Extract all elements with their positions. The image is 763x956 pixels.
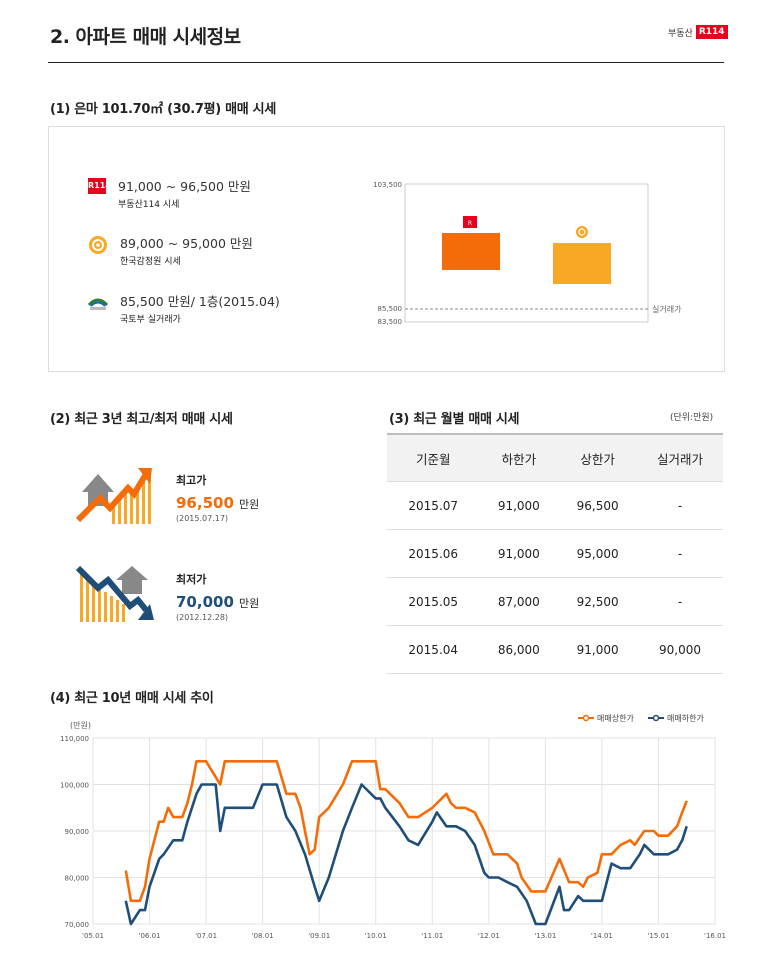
price-source: 부동산114 시세 <box>118 200 180 210</box>
source-comparison-chart: R 103,500 85,500 83,500 실거래가 <box>373 181 682 326</box>
table-cell: 91,000 <box>558 625 637 674</box>
price-item-molit: 85,500 만원/ 1층(2015.04) 국토부 실거래가 <box>88 291 280 325</box>
price-item-r114: R114 91,000 ~ 96,500 만원 부동산114 시세 <box>88 176 251 210</box>
y-top-label: 103,500 <box>373 181 402 189</box>
table-cell: 91,000 <box>479 529 559 578</box>
table-cell: 2015.04 <box>387 625 480 674</box>
y-tick-label: 110,000 <box>60 735 89 743</box>
high-price-date: (2015.07.17) <box>176 514 229 523</box>
table-cell: - <box>637 529 723 578</box>
table-cell: - <box>637 481 723 530</box>
section1-title: (1) 은마 101.70㎡ (30.7평) 매매 시세 <box>50 102 277 117</box>
y-tick-label: 80,000 <box>65 875 90 883</box>
brand-logo: 부동산 R114 <box>668 25 728 39</box>
table-cell: 86,000 <box>479 625 559 674</box>
r114-range-bar <box>442 233 500 270</box>
price-range: 89,000 ~ 95,000 만원 <box>120 236 253 251</box>
x-tick-label: '06.01 <box>139 932 161 940</box>
col-header: 하한가 <box>479 434 559 482</box>
table-cell: 92,500 <box>558 577 637 626</box>
section1-box <box>48 126 725 372</box>
table-row: 2015.06 91,000 95,000- <box>387 529 723 578</box>
legend-marker <box>652 714 660 722</box>
section4-title: (4) 최근 10년 매매 시세 추이 <box>50 691 214 706</box>
table-row: 2015.07 91,000 96,500- <box>387 481 723 530</box>
price-source: 국토부 실거래가 <box>120 315 181 325</box>
y-tick-label: 90,000 <box>65 828 90 836</box>
monthly-price-table: 기준월 하한가 상한가 실거래가 2015.07 91,000 96,500- 20… <box>387 433 723 674</box>
table-header-row: 기준월 하한가 상한가 실거래가 <box>387 434 723 482</box>
table-cell: 96,500 <box>558 481 637 530</box>
kab-range-bar <box>553 243 611 284</box>
series-line-upper <box>124 759 688 903</box>
y-tick-label: 100,000 <box>60 782 89 790</box>
y-bottom-label: 83,500 <box>378 318 403 326</box>
kab-logo-inner <box>578 228 586 236</box>
y-mid-label: 85,500 <box>378 305 403 313</box>
legend-label: 매매하한가 <box>667 713 704 723</box>
kab-logo-icon <box>89 236 107 254</box>
table-cell: 87,000 <box>479 577 559 626</box>
table-row: 2015.05 87,000 92,500- <box>387 577 723 626</box>
title-divider <box>48 62 724 63</box>
series-line-lower <box>124 783 688 926</box>
x-tick-label: '11.01 <box>421 932 443 940</box>
y-tick-label: 70,000 <box>65 921 90 929</box>
brand-logo-text: 부동산 <box>668 28 693 39</box>
legend-marker <box>582 714 590 722</box>
low-price-date: (2012.12.28) <box>176 613 229 622</box>
r114-logo-text: R <box>468 220 472 227</box>
table-cell: 2015.06 <box>387 529 480 578</box>
x-tick-label: '09.01 <box>308 932 330 940</box>
price-range: 85,500 만원/ 1층(2015.04) <box>120 294 280 309</box>
legend-label: 매매상한가 <box>597 713 634 723</box>
table-cell: - <box>637 577 723 626</box>
x-tick-label: '13.01 <box>534 932 556 940</box>
section2-title: (2) 최근 3년 최고/최저 매매 시세 <box>50 412 233 427</box>
price-up-icon <box>76 468 152 524</box>
high-price-value: 96,500 <box>176 494 234 512</box>
col-header: 상한가 <box>558 434 637 482</box>
kab-logo-icon <box>576 226 588 238</box>
section3-title: (3) 최근 월별 매매 시세 <box>389 412 520 427</box>
high-price-label: 최고가 <box>176 474 207 487</box>
high-price-unit: 만원 <box>238 498 260 511</box>
low-price-block: 최저가 70,000 만원 (2012.12.28) <box>176 571 259 622</box>
x-tick-label: '08.01 <box>252 932 274 940</box>
price-source: 한국감정원 시세 <box>120 257 181 267</box>
x-tick-label: '14.01 <box>591 932 613 940</box>
table-unit: (단위:만원) <box>670 413 714 423</box>
x-tick-label: '15.01 <box>647 932 669 940</box>
table-cell: 2015.07 <box>387 481 480 530</box>
low-price-unit: 만원 <box>238 597 260 610</box>
low-price-label: 최저가 <box>176 573 207 586</box>
table-cell: 2015.05 <box>387 577 480 626</box>
x-tick-label: '07.01 <box>195 932 217 940</box>
x-tick-label: '12.01 <box>478 932 500 940</box>
high-price-block: 최고가 96,500 만원 (2015.07.17) <box>176 472 259 523</box>
x-tick-label: '10.01 <box>365 932 387 940</box>
molit-logo-icon <box>88 298 108 310</box>
price-range: 91,000 ~ 96,500 만원 <box>118 179 251 194</box>
x-tick-label: '05.01 <box>82 932 104 940</box>
table-cell: 91,000 <box>479 481 559 530</box>
col-header: 기준월 <box>387 434 480 482</box>
price-item-kab: 89,000 ~ 95,000 만원 한국감정원 시세 <box>88 233 253 267</box>
col-header: 실거래가 <box>637 434 723 482</box>
table-cell: 95,000 <box>558 529 637 578</box>
price-trend-chart: 110,000 100,000 90,000 80,000 70,000 '05.01 '0… <box>60 713 726 940</box>
actual-price-label: 실거래가 <box>652 304 682 314</box>
table-cell: 90,000 <box>637 625 723 674</box>
price-down-icon <box>76 565 154 622</box>
r114-logo-icon: R114 <box>88 178 111 194</box>
r114-logo-icon <box>463 216 477 228</box>
table-row: 2015.04 86,000 91,000 90,000 <box>387 625 723 674</box>
y-axis-unit: (만원) <box>70 721 91 730</box>
page-title: 2. 아파트 매매 시세정보 <box>50 26 241 48</box>
r114-logo-icon: R114 <box>695 25 728 39</box>
x-tick-label: '16.01 <box>704 932 726 940</box>
low-price-value: 70,000 <box>176 593 234 611</box>
